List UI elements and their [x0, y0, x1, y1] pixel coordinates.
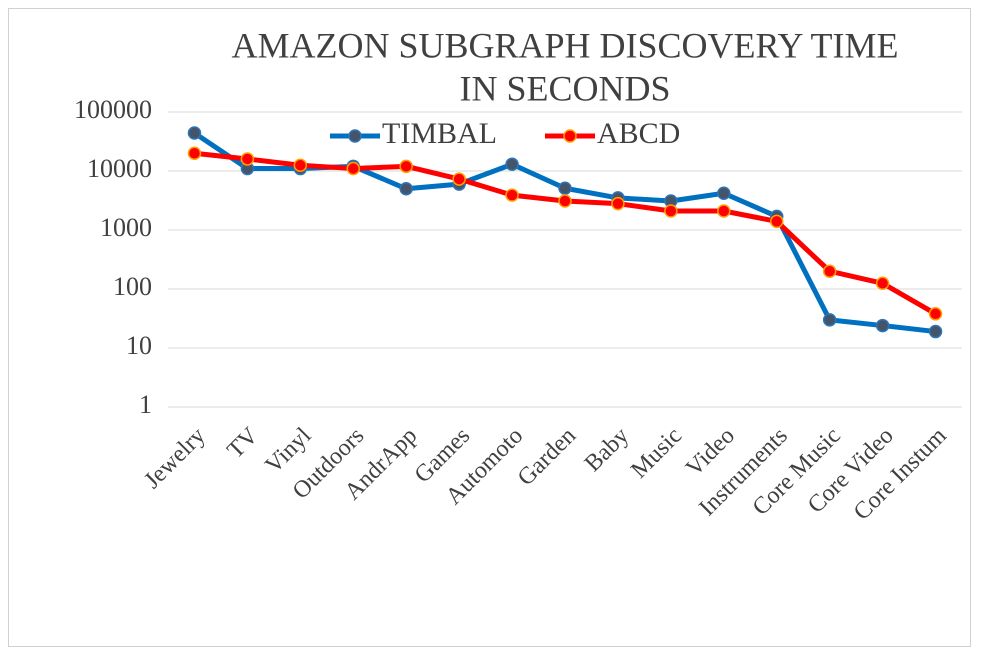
data-point [505, 188, 519, 202]
data-point [346, 161, 361, 176]
chart-title: AMAZON SUBGRAPH DISCOVERY TIME [231, 25, 898, 65]
data-point [875, 276, 890, 291]
data-point [822, 264, 837, 278]
data-point [240, 152, 255, 166]
data-point [293, 158, 308, 173]
y-tick-label: 1 [139, 390, 152, 419]
legend-label: TIMBAL [382, 117, 497, 150]
y-tick-label: 100 [113, 272, 152, 301]
data-point [664, 204, 678, 218]
y-tick-label: 10 [126, 331, 152, 360]
data-point [399, 159, 413, 174]
data-point [822, 313, 837, 327]
chart-border [8, 8, 971, 647]
data-point [717, 204, 731, 218]
y-tick-label: 1000 [100, 213, 152, 242]
data-point [452, 172, 466, 186]
data-point [928, 324, 943, 339]
legend-marker [563, 129, 577, 143]
data-point [399, 182, 413, 196]
data-point [187, 146, 202, 160]
legend-marker [348, 129, 362, 143]
legend-label: ABCD [597, 117, 680, 150]
y-tick-label: 10000 [87, 154, 152, 183]
data-point [611, 196, 625, 211]
data-point [769, 214, 784, 229]
data-point [558, 181, 572, 196]
data-point [717, 186, 731, 200]
data-point [558, 194, 572, 208]
data-point [928, 307, 943, 321]
data-point [505, 157, 519, 172]
chart-title: IN SECONDS [459, 68, 670, 108]
y-tick-label: 100000 [74, 95, 152, 124]
data-point [187, 126, 202, 140]
data-point [875, 318, 890, 333]
